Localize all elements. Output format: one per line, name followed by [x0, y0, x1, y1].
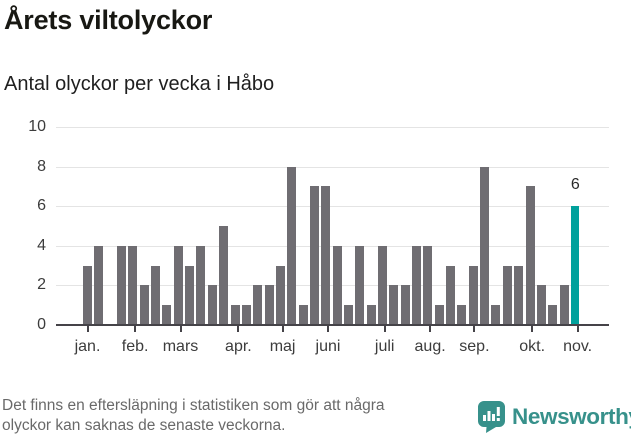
bar — [491, 305, 501, 325]
x-axis-line — [56, 324, 609, 326]
bar — [264, 285, 274, 325]
value-annotation: 6 — [570, 176, 580, 194]
x-axis-tick-label: sep. — [459, 338, 490, 355]
bar — [514, 265, 524, 325]
bar — [185, 265, 195, 325]
bar — [298, 305, 308, 325]
bar — [117, 245, 126, 325]
bar — [343, 305, 353, 325]
x-axis-tick — [576, 326, 579, 332]
x-axis-tick — [383, 326, 386, 332]
y-axis-tick-label: 0 — [37, 316, 46, 333]
y-axis-tick-label: 10 — [28, 118, 46, 135]
chart-subtitle: Antal olyckor per vecka i Håbo — [4, 73, 275, 95]
bar — [128, 245, 138, 325]
gridline — [56, 206, 609, 207]
x-axis-tick-label: okt. — [519, 338, 546, 355]
x-axis-tick — [237, 326, 240, 332]
y-axis-tick-label: 4 — [37, 237, 46, 254]
x-axis-tick-label: apr. — [225, 338, 252, 355]
bar — [446, 265, 455, 325]
x-axis-tick-label: mars — [162, 338, 199, 355]
bar — [378, 245, 387, 325]
y-axis-tick-label: 2 — [37, 276, 46, 293]
x-axis-tick-label: jan. — [74, 338, 101, 355]
gridline — [56, 167, 609, 168]
newsworthy-logo-icon — [478, 401, 505, 433]
bar — [253, 285, 263, 325]
bar — [151, 265, 161, 325]
bar — [502, 265, 512, 325]
bar — [275, 265, 285, 325]
x-axis-tick — [86, 326, 89, 332]
bar — [219, 226, 229, 325]
newsworthy-logo[interactable]: Newsworthy — [478, 401, 631, 433]
x-axis-tick-label: juni — [315, 338, 341, 355]
x-axis-tick — [531, 326, 534, 332]
gridline — [56, 246, 609, 247]
bar — [412, 245, 421, 325]
bar — [287, 166, 297, 325]
bar — [457, 305, 467, 325]
x-axis-tick-label: nov. — [563, 338, 593, 355]
bar — [400, 285, 410, 325]
bar — [434, 305, 444, 325]
x-axis-tick — [134, 326, 137, 332]
bar — [309, 186, 319, 325]
bar — [230, 305, 240, 325]
bar — [536, 285, 546, 325]
newsworthy-logo-text: Newsworthy — [512, 404, 631, 429]
bar — [389, 285, 399, 325]
x-axis-tick — [429, 326, 432, 332]
bar — [196, 245, 206, 325]
bar — [162, 305, 172, 325]
bar — [525, 186, 535, 325]
gridline — [56, 285, 609, 286]
bar — [139, 285, 149, 325]
bar — [423, 245, 433, 325]
bar — [94, 245, 104, 325]
x-axis-tick-label: maj — [269, 338, 296, 355]
x-axis-tick — [179, 326, 182, 332]
page-title: Årets viltolyckor — [4, 5, 213, 35]
x-axis-tick-label: aug. — [414, 338, 446, 355]
bar — [559, 285, 569, 325]
bar — [241, 305, 251, 325]
bar — [480, 166, 490, 325]
bar — [332, 245, 342, 325]
bar — [548, 305, 558, 325]
x-axis-tick-label: juli — [374, 338, 395, 355]
x-axis-tick — [327, 326, 329, 332]
gridline — [56, 127, 609, 128]
bar — [468, 265, 478, 325]
bar — [321, 186, 331, 325]
bar — [207, 285, 217, 325]
bar — [83, 265, 92, 325]
bar — [355, 245, 365, 325]
y-axis-tick-label: 8 — [37, 158, 46, 175]
bar — [173, 245, 183, 325]
x-axis-tick-label: feb. — [121, 338, 149, 355]
bar — [366, 305, 376, 325]
x-axis-tick — [281, 326, 284, 332]
footer-note-line: olyckor kan saknas de senaste veckorna. — [2, 416, 286, 434]
x-axis-tick — [473, 326, 476, 332]
y-axis-tick-label: 6 — [37, 197, 46, 214]
footer-note: Det finns en eftersläpning i statistiken… — [2, 396, 385, 435]
bar-highlighted — [571, 206, 580, 325]
footer-note-line: Det finns en eftersläpning i statistiken… — [2, 397, 385, 414]
